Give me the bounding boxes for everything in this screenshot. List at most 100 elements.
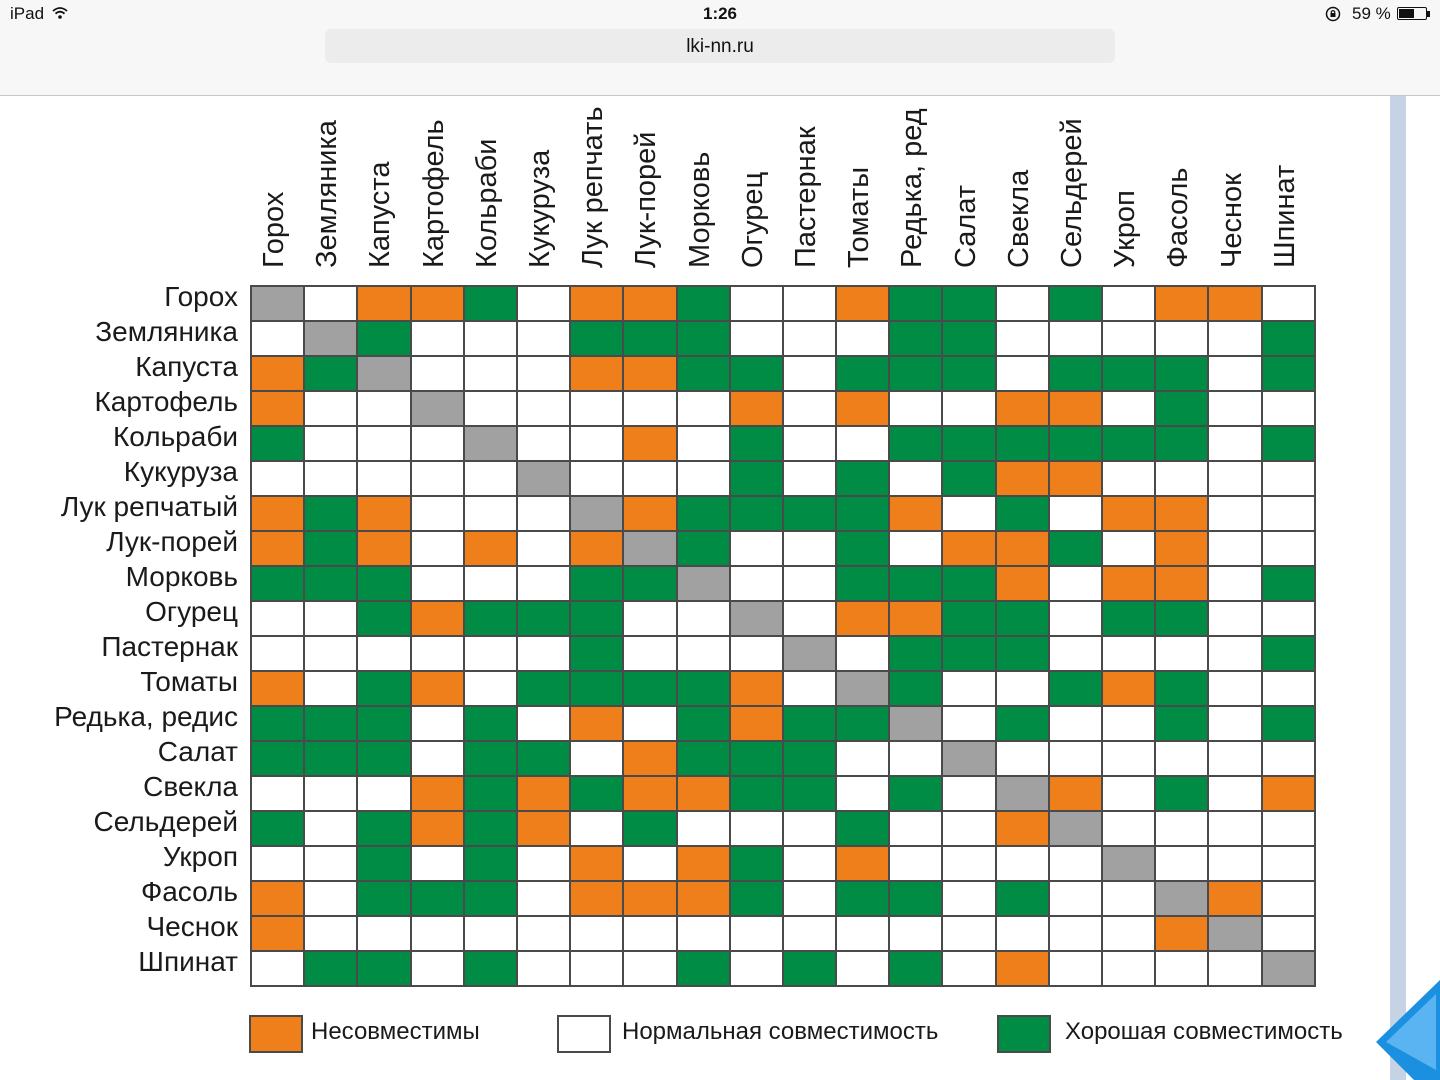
matrix-cell [569, 740, 625, 777]
matrix-cell [303, 425, 359, 462]
matrix-cell [303, 495, 359, 532]
matrix-cell [622, 740, 678, 777]
matrix-cell [1100, 670, 1157, 707]
matrix-cell [888, 495, 944, 532]
matrix-cell [941, 460, 997, 497]
browser-chrome: iPad 1:26 59 % lki-nn.ru [0, 0, 1440, 96]
matrix-cell [409, 950, 465, 987]
matrix-cell [356, 845, 412, 882]
matrix-cell [1154, 775, 1210, 812]
matrix-cell [835, 600, 891, 637]
matrix-cell [941, 845, 997, 882]
matrix-cell [1207, 320, 1263, 357]
matrix-cell [1100, 495, 1157, 532]
wifi-icon [52, 7, 68, 19]
row-header: Шпинат [138, 946, 238, 977]
matrix-cell [303, 355, 359, 392]
matrix-cell [675, 565, 731, 602]
matrix-cell [888, 565, 944, 602]
matrix-cell [249, 425, 306, 462]
column-header: Фасоль [1162, 167, 1195, 268]
row-header: Свекла [143, 771, 238, 802]
matrix-cell [835, 915, 891, 952]
matrix-cell [515, 950, 572, 987]
matrix-cell [356, 880, 412, 917]
matrix-cell [409, 495, 465, 532]
matrix-cell [1154, 355, 1210, 392]
matrix-cell [622, 495, 678, 532]
matrix-cell [462, 845, 518, 882]
matrix-cell [781, 495, 838, 532]
matrix-cell [675, 705, 731, 742]
table-row [249, 600, 1316, 637]
column-header: Лук-порей [630, 131, 663, 269]
matrix-cell [728, 425, 784, 462]
matrix-cell [569, 320, 625, 357]
matrix-cell [941, 530, 997, 567]
matrix-cell [569, 390, 625, 427]
row-header: Фасоль [140, 876, 238, 907]
arrow-icon[interactable] [1376, 980, 1440, 1080]
matrix-cell [249, 775, 306, 812]
matrix-cell [409, 915, 465, 952]
matrix-cell [462, 670, 518, 707]
row-header: Сельдерей [93, 806, 238, 837]
matrix-cell [515, 705, 572, 742]
matrix-cell [728, 320, 784, 357]
battery-tip [1427, 11, 1430, 17]
matrix-cell [569, 460, 625, 497]
matrix-cell [888, 320, 944, 357]
matrix-cell [675, 880, 731, 917]
matrix-cell [675, 775, 731, 812]
matrix-cell [249, 880, 306, 917]
matrix-cell [1047, 775, 1104, 812]
matrix-cell [835, 740, 891, 777]
matrix-cell [728, 390, 784, 427]
column-header: Чеснок [1215, 173, 1248, 268]
matrix-cell [1207, 495, 1263, 532]
legend-label-normal: Нормальная совместимость [622, 1018, 939, 1045]
column-header: Салат [949, 184, 982, 268]
matrix-cell [675, 635, 731, 672]
table-row [249, 390, 1316, 427]
matrix-cell [249, 565, 306, 602]
matrix-cell [1260, 425, 1316, 462]
matrix-cell [675, 495, 731, 532]
matrix-cell [994, 425, 1050, 462]
matrix-cell [1100, 390, 1157, 427]
matrix-cell [462, 355, 518, 392]
matrix-cell [1100, 740, 1157, 777]
matrix-cell [994, 495, 1050, 532]
matrix-cell [888, 705, 944, 742]
row-header: Морковь [125, 561, 238, 592]
matrix-cell [356, 775, 412, 812]
matrix-cell [728, 670, 784, 707]
address-bar[interactable]: lki-nn.ru [325, 29, 1115, 63]
matrix-cell [781, 565, 838, 602]
matrix-cell [303, 670, 359, 707]
table-row [249, 355, 1316, 392]
matrix-cell [356, 460, 412, 497]
matrix-cell [1100, 845, 1157, 882]
matrix-cell [569, 915, 625, 952]
table-row [249, 915, 1316, 952]
matrix-cell [409, 635, 465, 672]
matrix-cell [1260, 740, 1316, 777]
matrix-cell [888, 460, 944, 497]
matrix-cell [675, 390, 731, 427]
matrix-cell [622, 285, 678, 322]
matrix-cell [356, 495, 412, 532]
matrix-cell [303, 705, 359, 742]
page-scroll-strip[interactable] [1390, 96, 1406, 1080]
matrix-cell [994, 600, 1050, 637]
battery-icon [1397, 7, 1430, 20]
matrix-cell [515, 600, 572, 637]
matrix-cell [1100, 600, 1157, 637]
matrix-cell [1047, 670, 1104, 707]
matrix-cell [994, 285, 1050, 322]
matrix-cell [1154, 600, 1210, 637]
matrix-cell [249, 390, 306, 427]
matrix-cell [835, 530, 891, 567]
row-header: Пастернак [101, 631, 238, 662]
matrix-cell [462, 390, 518, 427]
